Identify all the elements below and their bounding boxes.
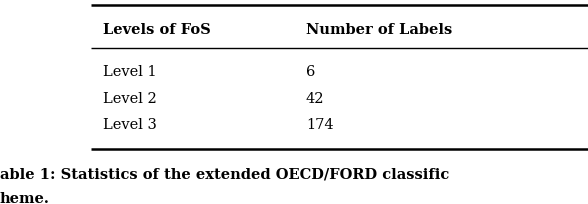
Text: Number of Labels: Number of Labels bbox=[306, 23, 452, 37]
Text: Level 1: Level 1 bbox=[103, 65, 156, 79]
Text: 6: 6 bbox=[306, 65, 315, 79]
Text: 42: 42 bbox=[306, 92, 324, 106]
Text: Levels of FoS: Levels of FoS bbox=[103, 23, 211, 37]
Text: 174: 174 bbox=[306, 119, 333, 132]
Text: Level 2: Level 2 bbox=[103, 92, 156, 106]
Text: Level 3: Level 3 bbox=[103, 119, 157, 132]
Text: able 1: Statistics of the extended OECD/FORD classific: able 1: Statistics of the extended OECD/… bbox=[0, 167, 449, 181]
Text: heme.: heme. bbox=[0, 192, 50, 204]
